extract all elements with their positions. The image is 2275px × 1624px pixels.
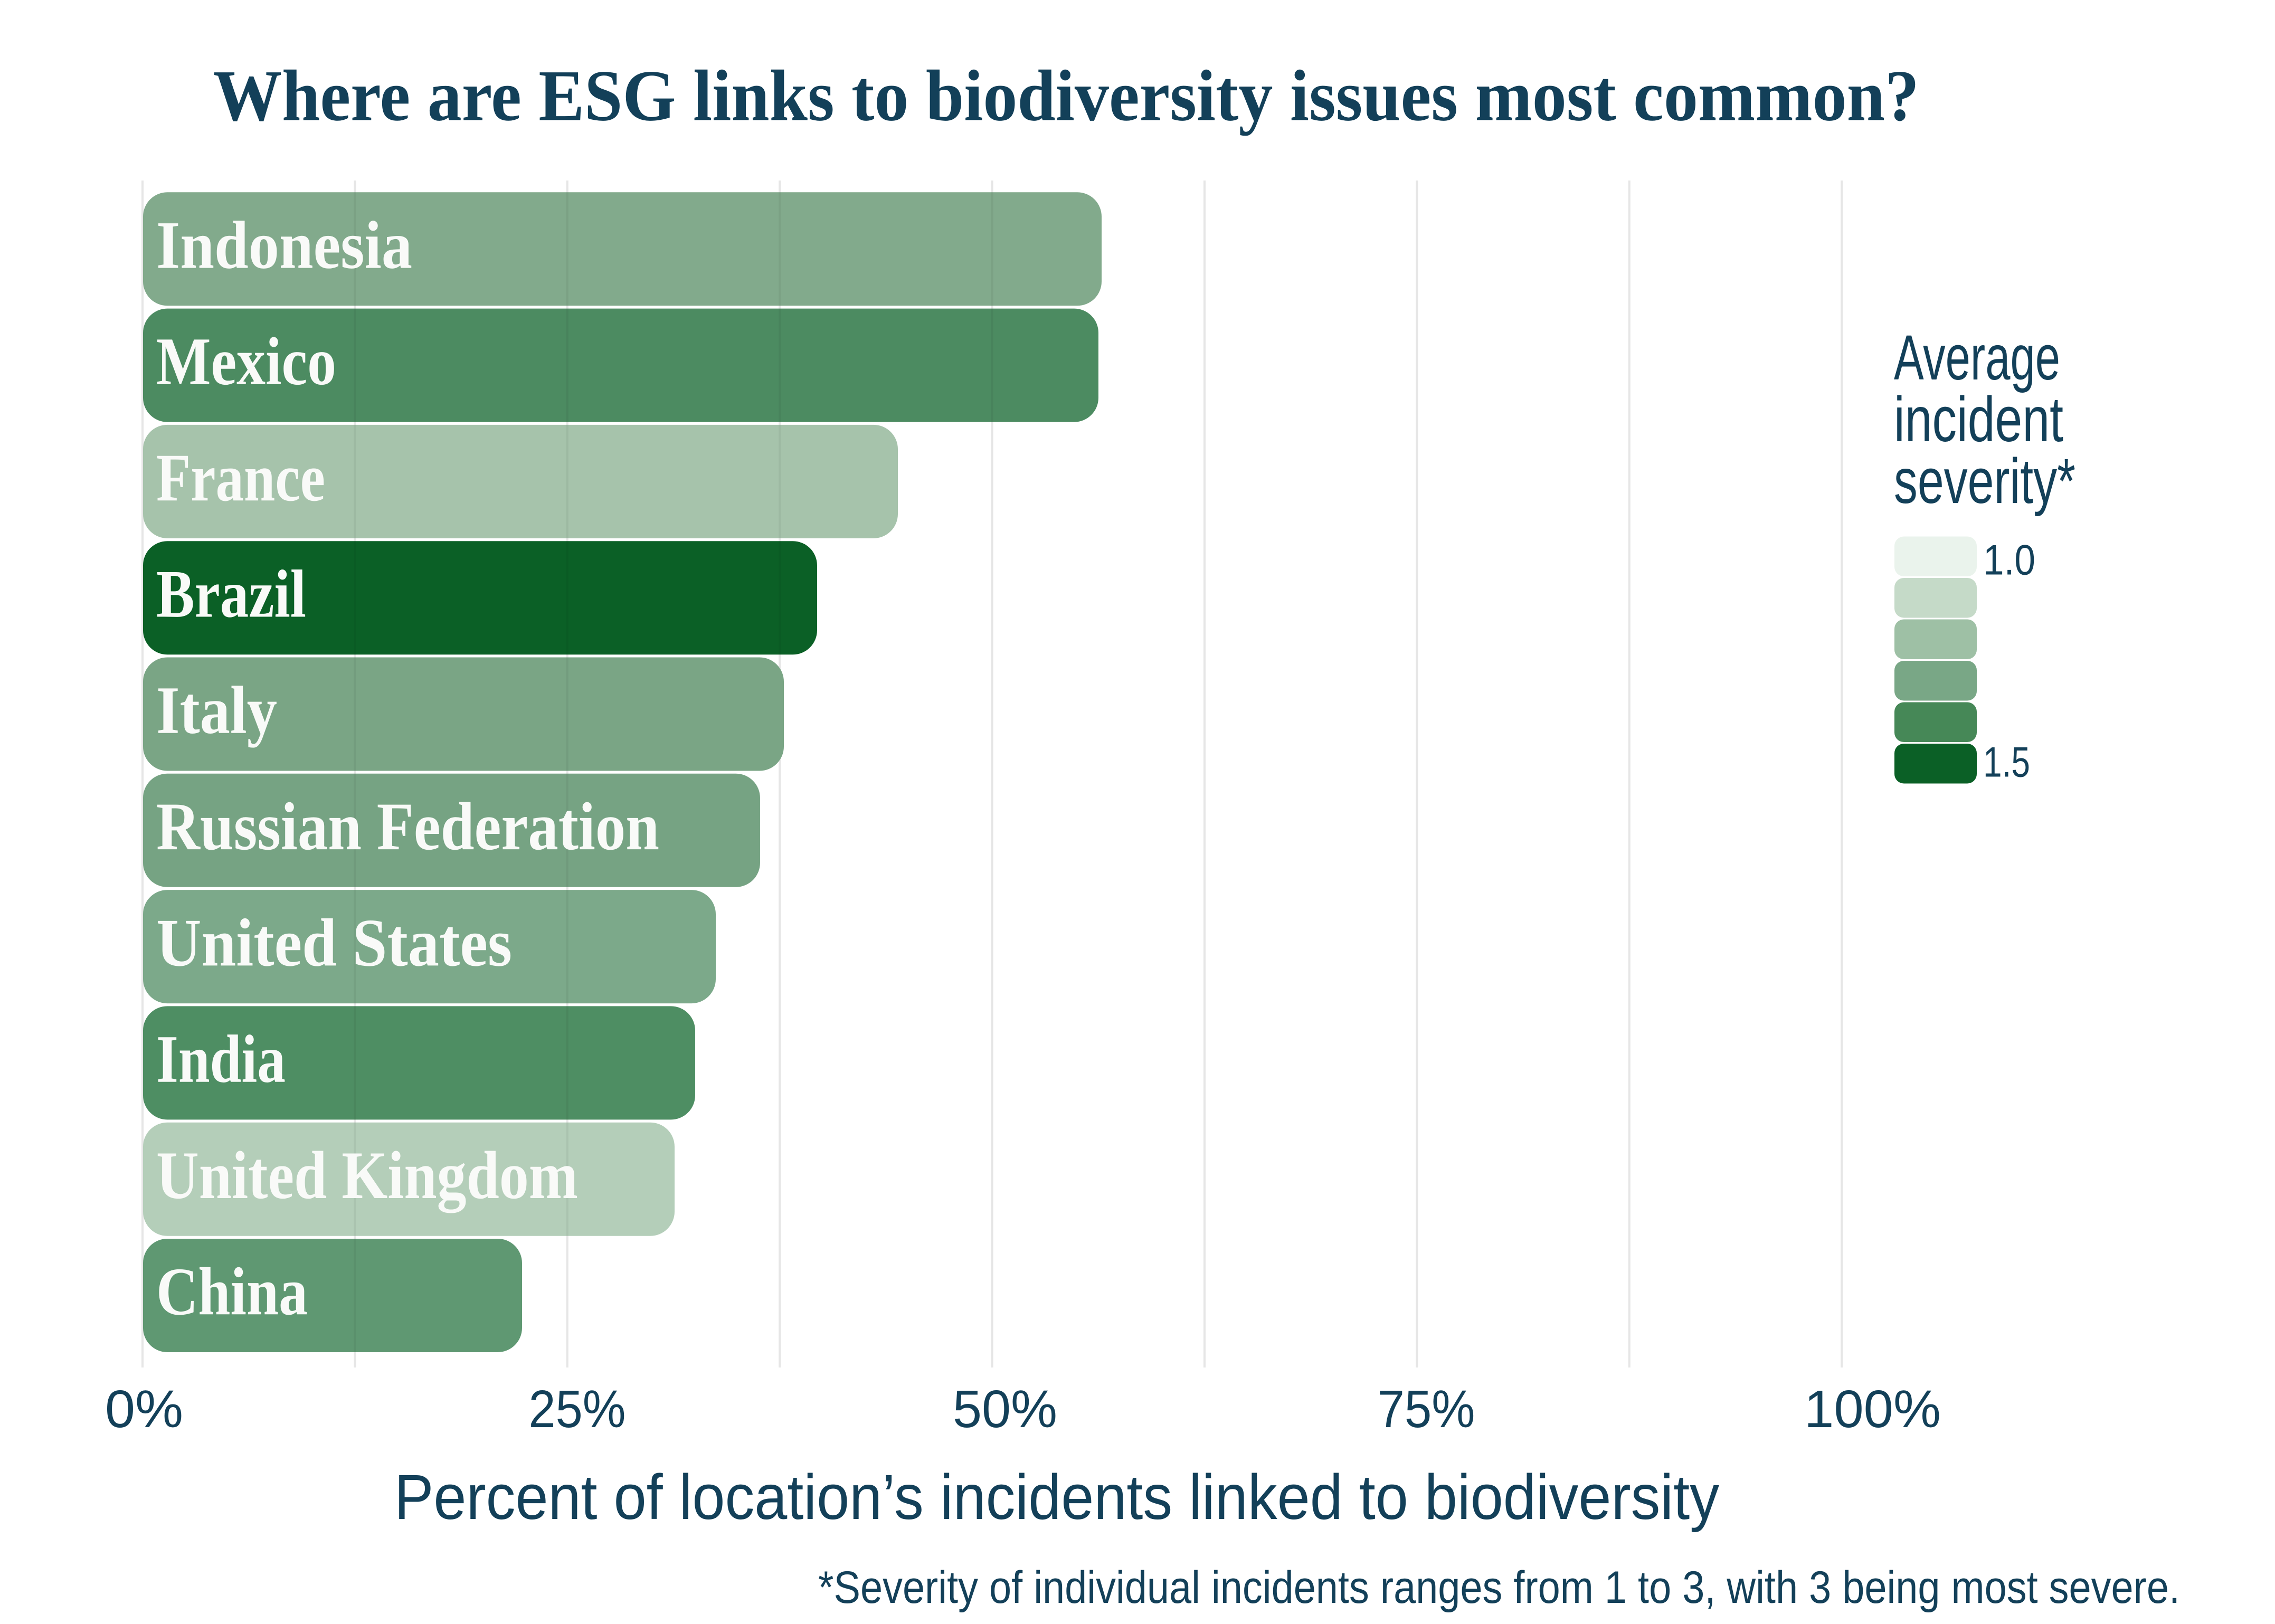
- svg-text:Russian Federation: Russian Federation: [156, 789, 659, 864]
- svg-text:1.0: 1.0: [1983, 536, 2035, 584]
- svg-text:Italy: Italy: [156, 672, 277, 748]
- svg-text:India: India: [156, 1021, 286, 1097]
- svg-text:Brazil: Brazil: [156, 556, 306, 632]
- svg-text:Percent of location’s incident: Percent of location’s incidents linked t…: [394, 1461, 1719, 1533]
- svg-text:1.5: 1.5: [1983, 738, 2030, 786]
- svg-text:France: France: [156, 440, 325, 515]
- svg-text:severity*: severity*: [1894, 445, 2075, 517]
- svg-text:incident: incident: [1894, 383, 2063, 455]
- svg-text:75%: 75%: [1378, 1380, 1475, 1439]
- svg-text:*Severity of individual incide: *Severity of individual incidents ranges…: [818, 1562, 2180, 1613]
- svg-text:50%: 50%: [953, 1380, 1057, 1439]
- svg-text:100%: 100%: [1804, 1380, 1941, 1439]
- svg-text:Where are ESG links to biodive: Where are ESG links to biodiversity issu…: [213, 55, 1919, 136]
- svg-text:China: China: [156, 1253, 308, 1329]
- svg-text:25%: 25%: [529, 1380, 626, 1439]
- svg-text:Indonesia: Indonesia: [156, 207, 412, 283]
- svg-text:Mexico: Mexico: [156, 324, 336, 399]
- svg-text:0%: 0%: [105, 1380, 183, 1439]
- svg-text:Average: Average: [1894, 321, 2060, 393]
- svg-text:United Kingdom: United Kingdom: [156, 1137, 578, 1213]
- svg-text:United States: United States: [156, 905, 512, 980]
